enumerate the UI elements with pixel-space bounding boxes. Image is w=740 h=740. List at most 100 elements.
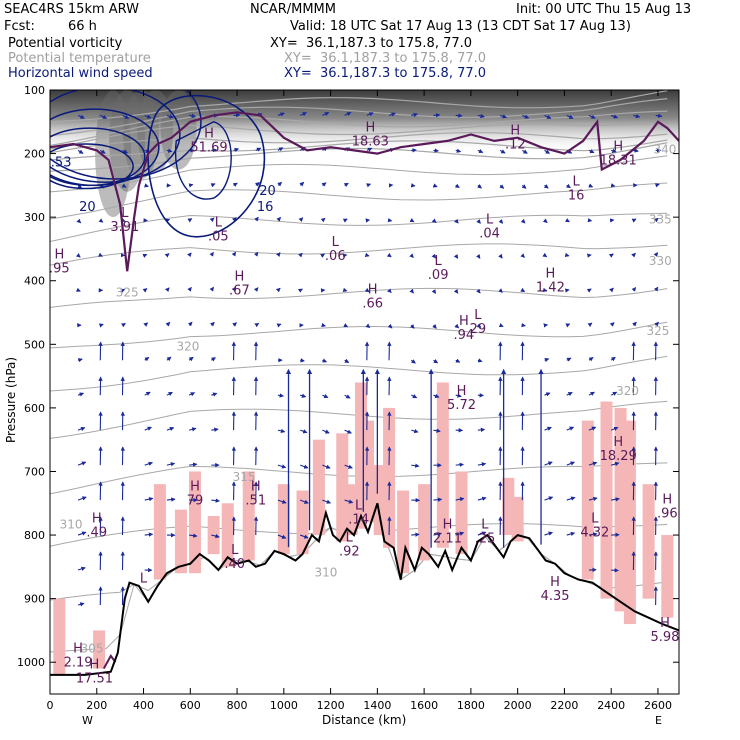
wind-speed-contour xyxy=(174,121,232,200)
wind-arrow xyxy=(454,183,460,188)
y-axis-title: Pressure (hPa) xyxy=(4,357,18,443)
wind-arrow xyxy=(188,392,196,397)
wind-arrow xyxy=(477,531,487,536)
wind-arrow xyxy=(611,497,620,502)
theta-contour xyxy=(50,212,668,242)
wind-arrow xyxy=(144,532,154,537)
wind-arrow xyxy=(232,182,238,187)
theta-contour xyxy=(50,182,668,220)
wind-arrow xyxy=(588,496,598,502)
wind-arrow xyxy=(387,217,393,223)
wind-arrow xyxy=(476,288,481,294)
wind-arrow xyxy=(522,114,530,119)
wind-arrow xyxy=(299,181,305,187)
wind-arrow xyxy=(277,464,287,469)
wind-arrow xyxy=(587,217,593,223)
field-xy-pv: XY= 36.1,187.3 to 175.8, 77.0 xyxy=(270,36,473,51)
wind-speed-contours xyxy=(50,90,266,238)
wind-arrow xyxy=(122,149,128,154)
wind-arrow xyxy=(433,393,440,398)
wind-arrow xyxy=(253,251,259,257)
y-tick-label: 200 xyxy=(24,148,45,161)
extremum-value: 51.69 xyxy=(190,141,227,156)
wind-arrow xyxy=(521,184,527,189)
field-name-theta: Potential temperature xyxy=(8,51,151,66)
wind-arrow xyxy=(609,322,615,327)
wind-arrow xyxy=(522,149,528,154)
wind-arrow xyxy=(321,182,327,187)
wind-arrow xyxy=(633,113,641,119)
y-tick-label: 600 xyxy=(24,402,45,415)
extremum-value: 18.63 xyxy=(352,134,389,149)
extremum-value: .51 xyxy=(245,494,266,509)
extremum-letter: H xyxy=(368,282,378,297)
wind-arrow xyxy=(344,429,352,434)
wind-arrow xyxy=(544,114,552,119)
x-tick-label: 2200 xyxy=(550,699,578,712)
wind-arrow xyxy=(654,183,660,188)
wind-arrow xyxy=(144,391,151,396)
cloud-cell xyxy=(661,535,674,618)
wind-arrow xyxy=(476,219,481,224)
wind-arrow xyxy=(166,148,173,153)
x-axis: 0 200 400 600 800 1000 1200 1400 1600 1800 2000 220… xyxy=(47,90,672,712)
theta-contour xyxy=(50,321,668,349)
extremum-value: .25 xyxy=(475,532,496,547)
extremum-value: 4.32 xyxy=(580,525,609,540)
wind-arrow xyxy=(77,566,86,571)
wind-arrow xyxy=(166,426,175,432)
wind-arrow xyxy=(300,358,305,363)
wind-arrow xyxy=(209,217,215,223)
theta-label: 310 xyxy=(314,565,337,579)
extremum-value: .67 xyxy=(229,284,250,299)
wind-arrow xyxy=(611,148,617,153)
wind-arrow xyxy=(653,286,659,292)
wind-arrow xyxy=(588,391,595,396)
wind-speed-label: 16 xyxy=(257,200,274,215)
wind-arrow xyxy=(386,252,392,258)
wind-arrow xyxy=(76,218,82,224)
extremum-letter: L xyxy=(332,235,340,250)
wind-arrow xyxy=(277,147,284,152)
extremum-letter: H xyxy=(662,492,672,507)
wind-arrow xyxy=(608,253,614,258)
y-tick-label: 800 xyxy=(24,529,45,542)
extremum-value: .14 xyxy=(348,513,369,528)
cloud-cell xyxy=(174,509,187,574)
wind-arrow xyxy=(77,149,84,154)
wind-arrow xyxy=(498,253,503,259)
wind-arrow xyxy=(211,148,217,153)
cloud-cell xyxy=(362,420,375,523)
extremum-letter: L xyxy=(346,530,354,545)
wind-arrow xyxy=(431,218,437,223)
wind-arrow xyxy=(344,394,351,399)
wind-arrow xyxy=(431,289,437,294)
cloud-cell xyxy=(581,420,594,580)
wind-arrow xyxy=(144,114,152,119)
wind-arrow xyxy=(164,287,170,293)
wind-arrow xyxy=(409,324,415,329)
wind-arrow xyxy=(209,286,214,292)
wind-arrow xyxy=(610,391,618,396)
extremum-letter: L xyxy=(474,308,482,323)
extremum-value: .92 xyxy=(339,544,360,559)
extremum-letter: L xyxy=(591,511,599,526)
wind-arrow xyxy=(210,321,215,327)
theta-label: 320 xyxy=(616,384,639,398)
wind-arrow xyxy=(653,252,659,257)
extremum-value: 5.72 xyxy=(447,398,476,413)
wind-arrow xyxy=(542,287,548,293)
wind-arrow xyxy=(188,427,197,432)
wind-arrow xyxy=(320,217,326,223)
wind-arrow xyxy=(166,391,173,396)
theta-label: 325 xyxy=(116,286,139,300)
extremum-letter: L xyxy=(215,216,223,231)
wind-arrow xyxy=(144,461,153,466)
wind-arrow xyxy=(455,531,465,536)
wind-arrow xyxy=(544,461,553,466)
wind-vectors xyxy=(75,112,663,607)
wind-arrow xyxy=(610,356,616,362)
wind-arrow xyxy=(299,112,308,117)
wind-arrow xyxy=(189,533,198,538)
